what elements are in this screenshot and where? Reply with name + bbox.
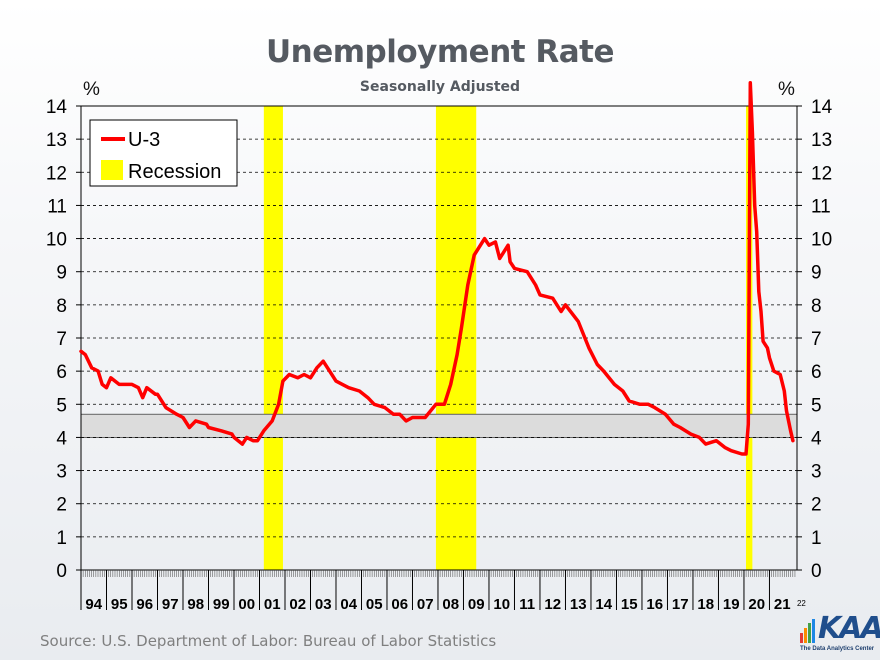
y-tick-label-left: 9 (56, 263, 67, 284)
y-tick-label-left: 2 (56, 495, 67, 516)
x-year-label: 05 (366, 596, 383, 613)
legend-swatch-recession (101, 160, 123, 180)
y-tick-label-right: 2 (811, 495, 822, 516)
x-year-label: 20 (748, 596, 765, 613)
x-year-label: 15 (621, 596, 638, 613)
x-year-label: 96 (136, 596, 153, 613)
y-tick-label-right: 5 (811, 395, 822, 416)
series-line-u3 (79, 81, 795, 456)
y-tick-label-right: 13 (811, 130, 832, 151)
y-tick-label-right: 14 (811, 97, 833, 118)
legend-label-recession: Recession (128, 161, 221, 183)
y-tick-label-left: 6 (56, 362, 67, 383)
left-axis-unit: % (83, 79, 100, 100)
x-year-label: 95 (111, 596, 128, 613)
y-tick-label-right: 12 (811, 163, 832, 184)
y-tick-label-left: 5 (56, 395, 67, 416)
logo-bar-icon (804, 628, 807, 643)
logo-bar-icon (812, 619, 815, 643)
x-year-label: 21 (774, 596, 791, 613)
x-year-label: 07 (417, 596, 434, 613)
x-year-label: 14 (595, 596, 612, 613)
y-tick-label-left: 11 (47, 196, 67, 217)
kaa-logo: KAA The Data Analytics Center (796, 611, 880, 656)
y-tick-label-right: 3 (811, 462, 822, 483)
right-axis-unit: % (778, 79, 795, 100)
y-tick-label-left: 10 (46, 230, 67, 251)
x-year-label: 13 (570, 596, 587, 613)
x-year-label: 02 (289, 596, 306, 613)
x-year-label: 11 (519, 596, 535, 613)
y-tick-label-right: 1 (811, 528, 822, 549)
y-tick-label-left: 4 (56, 428, 67, 449)
y-tick-label-left: 0 (56, 561, 67, 582)
y-tick-label-right: 4 (811, 428, 822, 449)
grid-lines (81, 138, 797, 538)
y-tick-label-left: 1 (56, 528, 67, 549)
x-year-label: 16 (646, 596, 663, 613)
chart-subtitle: Seasonally Adjusted (359, 79, 521, 95)
logo-bar-icon (800, 633, 803, 643)
y-tick-label-right: 7 (811, 329, 822, 350)
x-year-label: 08 (442, 596, 459, 613)
x-year-label: 97 (162, 596, 179, 613)
y-tick-label-left: 12 (46, 163, 67, 184)
logo-tagline: The Data Analytics Center (800, 646, 875, 652)
legend-label-u3: U-3 (128, 129, 160, 151)
y-tick-label-left: 13 (46, 130, 67, 151)
logo-text: KAA (818, 611, 880, 646)
y-tick-label-left: 3 (56, 462, 67, 483)
x-year-label: 17 (672, 596, 689, 613)
x-year-label: 94 (85, 596, 102, 613)
y-tick-label-left: 8 (56, 296, 67, 317)
x-year-label: 10 (493, 596, 510, 613)
y-tick-label-right: 8 (811, 296, 822, 317)
x-year-label: 18 (697, 596, 714, 613)
x-year-label: 04 (340, 596, 357, 613)
y-tick-label-right: 11 (811, 196, 831, 217)
y-tick-label-right: 0 (811, 561, 822, 582)
logo-bar-icon (808, 623, 811, 643)
x-year-label: 09 (468, 596, 485, 613)
y-tick-label-left: 7 (56, 329, 67, 350)
y-tick-label-right: 10 (811, 230, 832, 251)
x-year-label: 12 (544, 596, 561, 613)
x-year-label: 06 (391, 596, 408, 613)
x-year-label: 19 (723, 596, 740, 613)
source-note: Source: U.S. Department of Labor: Bureau… (40, 632, 497, 650)
y-tick-label-right: 6 (811, 362, 822, 383)
x-year-label: 98 (187, 596, 204, 613)
x-year-label: 00 (238, 596, 255, 613)
legend: U-3 Recession (89, 119, 238, 187)
chart-title: Unemployment Rate (265, 34, 615, 70)
y-tick-label-left: 14 (46, 97, 68, 118)
x-year-label-partial: 22 (797, 599, 806, 608)
x-year-label: 03 (315, 596, 332, 613)
x-axis: 94 95 96 97 98 99 00 01 02 03 04 05 06 07 08 09 10 11 12 13… (80, 570, 806, 613)
y-tick-label-right: 9 (811, 263, 822, 284)
x-year-label: 01 (264, 596, 281, 613)
x-year-label: 99 (213, 596, 230, 613)
